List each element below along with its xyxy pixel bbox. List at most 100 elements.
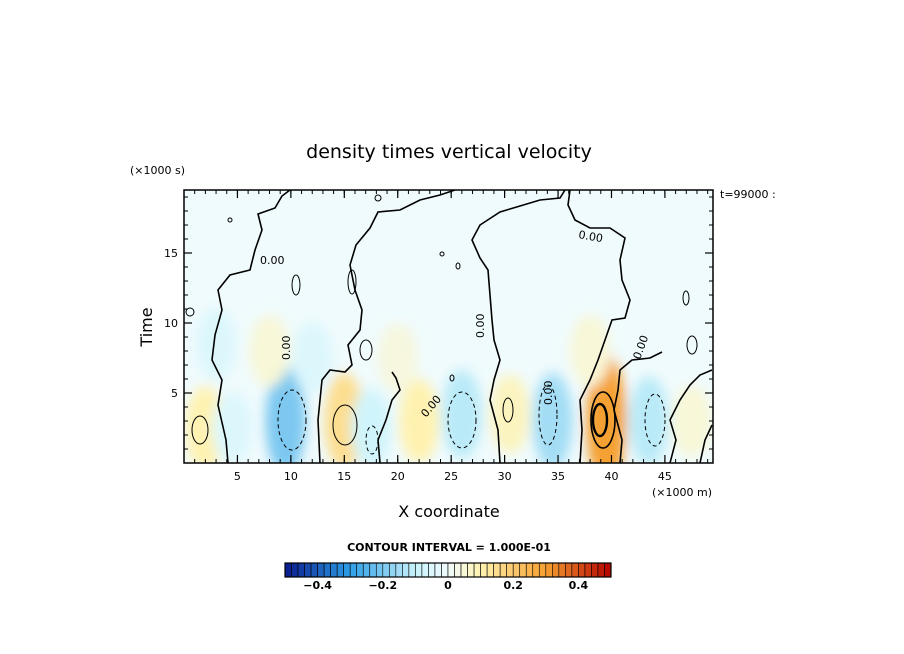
colorbar-cell bbox=[291, 562, 299, 578]
heat-region bbox=[292, 322, 333, 394]
colorbar-cell bbox=[336, 562, 344, 578]
colorbar-cell bbox=[421, 562, 429, 578]
contour-label: 0.00 bbox=[577, 228, 603, 245]
x-tick-label: 5 bbox=[234, 470, 241, 483]
contour-interval-label: CONTOUR INTERVAL = 1.000E-01 bbox=[347, 541, 551, 554]
colorbar-cell bbox=[538, 562, 547, 578]
colorbar-cell bbox=[552, 562, 560, 578]
colorbar-cell bbox=[584, 562, 592, 578]
y-tick-label: 5 bbox=[171, 387, 178, 400]
colorbar-tick-label: 0 bbox=[444, 579, 452, 592]
colorbar-cell bbox=[447, 562, 455, 578]
colorbar-cell bbox=[297, 562, 305, 578]
x-tick-label: 15 bbox=[337, 470, 351, 483]
colorbar-cell bbox=[441, 562, 449, 578]
colorbar-cell bbox=[428, 562, 436, 578]
color-fill-layer bbox=[185, 308, 712, 463]
colorbar-cell bbox=[460, 562, 468, 578]
colorbar-cell bbox=[284, 562, 292, 578]
colorbar-cell bbox=[402, 562, 410, 578]
heat-region bbox=[489, 374, 530, 454]
colorbar bbox=[284, 562, 612, 578]
colorbar-cell bbox=[493, 562, 501, 578]
colorbar-cell bbox=[454, 562, 462, 578]
x-tick-label: 25 bbox=[444, 470, 458, 483]
contour-label: 0.00 bbox=[542, 381, 555, 406]
heat-region bbox=[532, 373, 573, 463]
colorbar-cell bbox=[349, 562, 358, 578]
colorbar-tick-label: −0.4 bbox=[303, 579, 332, 592]
colorbar-cell bbox=[362, 562, 371, 578]
colorbar-cell bbox=[310, 562, 318, 578]
colorbar-cell bbox=[317, 562, 325, 578]
colorbar-cell bbox=[486, 562, 494, 578]
x-tick-label: 10 bbox=[284, 470, 298, 483]
y-tick-label: 15 bbox=[164, 247, 178, 260]
colorbar-cell bbox=[480, 562, 488, 578]
colorbar-cell bbox=[545, 562, 553, 578]
colorbar-tick-label: 0.2 bbox=[503, 579, 523, 592]
heat-region bbox=[377, 323, 418, 393]
x-axis-title: X coordinate bbox=[398, 502, 499, 521]
x-unit-label: (×1000 m) bbox=[652, 486, 712, 499]
colorbar-cell bbox=[369, 562, 377, 578]
time-label: t=99000 : bbox=[720, 188, 776, 201]
y-unit-label: (×1000 s) bbox=[130, 164, 185, 177]
heat-region bbox=[249, 315, 290, 387]
x-tick-label: 30 bbox=[498, 470, 512, 483]
y-axis: 5 10 15 bbox=[164, 247, 713, 400]
x-tick-label: 40 bbox=[604, 470, 618, 483]
colorbar-cell bbox=[375, 562, 384, 578]
colorbar-cell bbox=[558, 562, 566, 578]
colorbar-cell bbox=[499, 562, 507, 578]
colorbar-cell bbox=[467, 562, 475, 578]
heat-region bbox=[265, 367, 306, 463]
colorbar-cell bbox=[323, 562, 331, 578]
colorbar-cell bbox=[578, 562, 586, 578]
colorbar-tick-label: 0.4 bbox=[569, 579, 589, 592]
colorbar-cell bbox=[506, 562, 514, 578]
x-tick-label: 20 bbox=[391, 470, 405, 483]
heat-region bbox=[570, 315, 611, 387]
colorbar-cell bbox=[571, 562, 579, 578]
colorbar-cell bbox=[525, 562, 534, 578]
colorbar-cell bbox=[519, 562, 527, 578]
y-tick-label: 10 bbox=[164, 317, 178, 330]
heat-region bbox=[441, 369, 482, 459]
colorbar-cell bbox=[330, 562, 338, 578]
colorbar-cell bbox=[532, 562, 540, 578]
colorbar-cell bbox=[434, 562, 442, 578]
colorbar-cell bbox=[389, 562, 397, 578]
colorbar-cell bbox=[597, 562, 605, 578]
x-tick-label: 45 bbox=[658, 470, 672, 483]
colorbar-cell bbox=[591, 562, 599, 578]
colorbar-cell bbox=[382, 562, 390, 578]
colorbar-cell bbox=[473, 562, 481, 578]
x-axis: 5 10 15 20 25 30 35 40 45 bbox=[234, 190, 672, 483]
heat-region bbox=[671, 385, 712, 457]
colorbar-cell bbox=[565, 562, 573, 578]
x-tick-label: 35 bbox=[551, 470, 565, 483]
heat-region bbox=[628, 376, 669, 463]
colorbar-cell bbox=[356, 562, 364, 578]
colorbar-cell bbox=[604, 562, 612, 578]
colorbar-cell bbox=[343, 562, 351, 578]
negative-contours bbox=[277, 384, 666, 455]
colorbar-cell bbox=[408, 562, 416, 578]
colorbar-tick-label: −0.2 bbox=[368, 579, 397, 592]
y-axis-title: Time bbox=[137, 307, 156, 347]
heat-region bbox=[196, 308, 237, 380]
plot-frame bbox=[183, 189, 714, 464]
colorbar-cell bbox=[395, 562, 403, 578]
colorbar-cell bbox=[304, 562, 312, 578]
colorbar-cell bbox=[512, 562, 521, 578]
plot-area: 0.00 0.00 0.00 0.00 0.00 0.00 0.00 bbox=[183, 189, 714, 464]
colorbar-ticks: −0.4 −0.2 0 0.2 0.4 bbox=[303, 579, 588, 592]
heat-region bbox=[351, 388, 392, 463]
contour-label: 0.00 bbox=[474, 314, 487, 339]
heat-region bbox=[399, 379, 440, 463]
contour-label: 0.00 bbox=[260, 254, 285, 267]
chart-title: density times vertical velocity bbox=[306, 141, 592, 163]
heat-region bbox=[212, 392, 253, 463]
